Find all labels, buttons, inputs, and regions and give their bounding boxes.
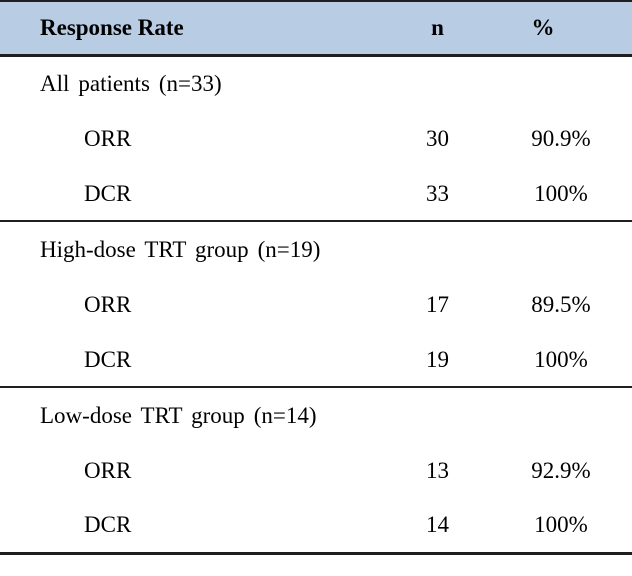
table-row: DCR 14 100%	[0, 498, 632, 553]
row-n-value: 17	[426, 292, 449, 317]
row-n-value: 33	[426, 180, 449, 206]
group-title-row: High-dose TRT group (n=19)	[0, 221, 632, 277]
group-title: High-dose TRT group (n=19)	[40, 237, 321, 262]
response-rate-table: Response Rate n % All patients (n=33) OR…	[0, 1, 632, 553]
table-header: Response Rate n %	[0, 1, 632, 55]
header-percent: %	[531, 15, 555, 41]
table-row: ORR 30 90.9%	[0, 111, 632, 166]
row-label: DCR	[84, 180, 132, 206]
section-low-dose-trt: Low-dose TRT group (n=14) ORR 13 92.9% D…	[0, 387, 632, 553]
row-n-value: 19	[426, 346, 449, 372]
row-pct-value: 92.9%	[531, 458, 591, 483]
group-title-row: All patients (n=33)	[0, 55, 632, 111]
row-n-value: 14	[426, 512, 449, 538]
section-all-patients: All patients (n=33) ORR 30 90.9% DCR 33 …	[0, 55, 632, 221]
row-label: DCR	[84, 512, 132, 538]
row-label: ORR	[84, 126, 132, 151]
header-response-rate: Response Rate	[40, 15, 184, 41]
row-n-value: 13	[426, 458, 449, 483]
row-pct-value: 100%	[534, 346, 588, 372]
row-pct-value: 89.5%	[531, 292, 591, 317]
table-row: DCR 19 100%	[0, 332, 632, 387]
row-n-value: 30	[426, 126, 449, 151]
header-n: n	[431, 15, 444, 41]
row-pct-value: 90.9%	[531, 126, 591, 151]
row-label: DCR	[84, 346, 132, 372]
group-title-row: Low-dose TRT group (n=14)	[0, 387, 632, 443]
row-pct-value: 100%	[534, 512, 588, 538]
section-high-dose-trt: High-dose TRT group (n=19) ORR 17 89.5% …	[0, 221, 632, 387]
row-pct-value: 100%	[534, 180, 588, 206]
table-row: DCR 33 100%	[0, 166, 632, 221]
table-row: ORR 13 92.9%	[0, 443, 632, 498]
group-title: Low-dose TRT group (n=14)	[40, 403, 317, 428]
row-label: ORR	[84, 292, 132, 317]
row-label: ORR	[84, 458, 132, 483]
group-title: All patients (n=33)	[40, 71, 222, 97]
table-header-row: Response Rate n %	[0, 1, 632, 55]
table-row: ORR 17 89.5%	[0, 277, 632, 332]
